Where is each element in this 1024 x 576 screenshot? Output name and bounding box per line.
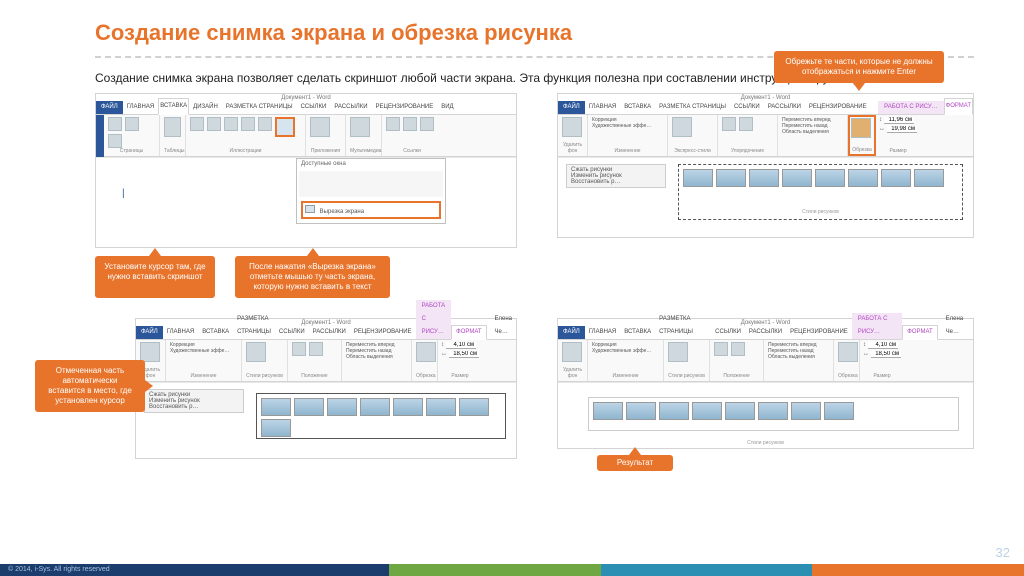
- screenshot-inserted: Документ1 - Word ФАЙЛ ГЛАВНАЯ ВСТАВКА РА…: [95, 318, 517, 471]
- tab-insert[interactable]: ВСТАВКА: [158, 98, 189, 115]
- file-tab[interactable]: ФАЙЛ: [96, 101, 123, 114]
- dropdown-title: Доступные окна: [297, 159, 445, 169]
- cursor-indicator: |: [122, 188, 125, 199]
- tab-home[interactable]: ГЛАВНАЯ: [123, 101, 159, 114]
- page-number: 32: [996, 545, 1010, 560]
- tab-design[interactable]: ДИЗАЙН: [189, 101, 222, 114]
- screenshot-dropdown[interactable]: Доступные окна Вырезка экрана: [296, 158, 446, 224]
- group-apps: Приложения: [310, 148, 341, 154]
- tab-mail[interactable]: РАССЫЛКИ: [330, 101, 371, 114]
- file-tab-2[interactable]: ФАЙЛ: [558, 101, 585, 114]
- page-title: Создание снимка экрана и обрезка рисунка: [95, 20, 974, 46]
- screen-clipping-item[interactable]: Вырезка экрана: [301, 201, 441, 219]
- tab-view[interactable]: ВИД: [437, 101, 457, 114]
- screenshot-insert-snip: Документ1 - Word ФАЙЛ ГЛАВНАЯ ВСТАВКА ДИ…: [95, 93, 517, 298]
- width-input[interactable]: [887, 126, 917, 133]
- callout-cursor: Установите курсор там, где нужно вставит…: [95, 256, 215, 298]
- screenshot-result: Документ1 - Word ФАЙЛ ГЛАВНАЯ ВСТАВКА РА…: [557, 318, 974, 471]
- tab-review[interactable]: РЕЦЕНЗИРОВАНИЕ: [372, 101, 438, 114]
- callout-result: Результат: [597, 455, 673, 471]
- group-links: Ссылки: [386, 148, 438, 154]
- size-spinners[interactable]: ↕ ↔ Размер: [876, 115, 920, 156]
- group-illustrations: Иллюстрации: [190, 148, 301, 154]
- footer: © 2014, i-Sys. All rights reserved: [0, 564, 1024, 576]
- tab-format[interactable]: ФОРМАТ: [944, 98, 973, 115]
- tab-refs[interactable]: ССЫЛКИ: [297, 101, 331, 114]
- height-input[interactable]: [884, 117, 914, 124]
- callout-snip: После нажатия «Вырезка экрана» отметьте …: [235, 256, 390, 298]
- picture-tools-group: РАБОТА С РИСУ…: [878, 101, 944, 114]
- callout-crop: Обрежьте те части, которые не должны ото…: [774, 51, 944, 83]
- screenshot-button[interactable]: [275, 117, 295, 137]
- screenshot-format-crop: Обрежьте те части, которые не должны ото…: [557, 93, 974, 298]
- group-pages: Страницы: [108, 148, 155, 154]
- copyright: © 2014, i-Sys. All rights reserved: [0, 564, 389, 576]
- tab-layout[interactable]: РАЗМЕТКА СТРАНИЦЫ: [222, 101, 297, 114]
- context-panel: Сжать рисунки Изменить рисунок Восстанов…: [566, 164, 666, 188]
- crop-button[interactable]: Обрезка: [848, 115, 876, 156]
- group-media: Мультимедиа: [350, 148, 377, 154]
- callout-inserted: Отмеченная часть автоматически вставится…: [35, 360, 145, 412]
- group-tables: Таблицы: [164, 148, 181, 154]
